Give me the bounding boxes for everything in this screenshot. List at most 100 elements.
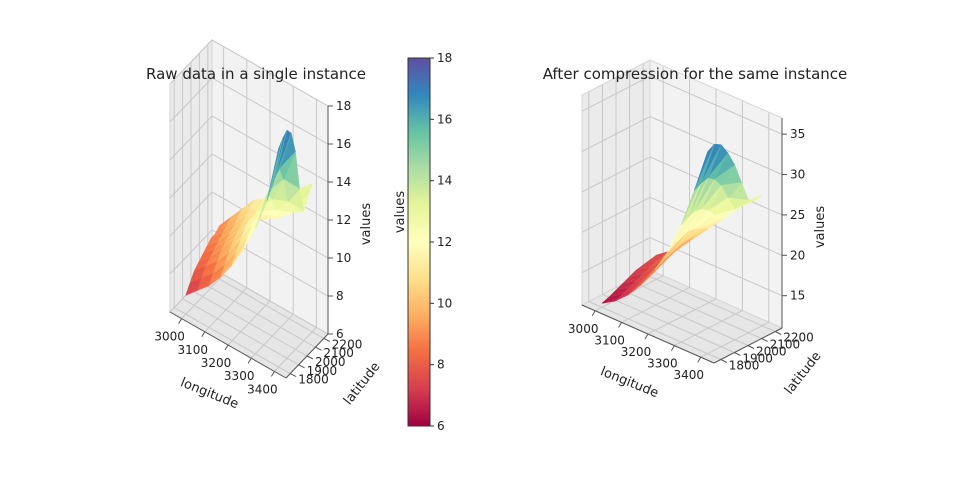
surface-facet (674, 210, 696, 245)
surface-facet (224, 240, 241, 266)
surface-facet (707, 153, 729, 180)
surface-facet (214, 216, 232, 235)
z-gridline (581, 196, 783, 256)
surface-facet (668, 230, 689, 256)
surface-facet (700, 144, 722, 184)
surface-facet (267, 179, 285, 200)
y-tick-label: 2000 (756, 345, 787, 359)
z-tick-label: 12 (336, 213, 351, 227)
surface-facet (283, 178, 301, 203)
surface-facet (694, 178, 716, 212)
y-tick-mark (306, 355, 314, 360)
colorbar-tick-label: 12 (437, 235, 452, 249)
x-tick-label: 3300 (224, 369, 255, 383)
surface-facet (232, 220, 250, 242)
surface-facet (218, 224, 235, 243)
surface-facet (212, 252, 230, 274)
surface-facet (694, 144, 715, 191)
surface-facet (275, 133, 292, 177)
surface-facet (243, 216, 260, 249)
surface-facet (193, 257, 211, 272)
surface-facet (189, 266, 207, 284)
y-tick-mark (323, 337, 331, 342)
surface-facet (201, 261, 218, 279)
surface-facet (615, 281, 636, 291)
surface-facet (217, 240, 234, 262)
surface-facet (674, 228, 696, 250)
y-tick-label: 1900 (307, 364, 338, 378)
z-axis-label: values (813, 206, 828, 249)
surface-facet (688, 227, 709, 239)
surface-facet (226, 208, 243, 226)
z-gridline (169, 39, 329, 107)
surface-facet (667, 217, 689, 252)
colorbar-tick-label: 6 (437, 419, 445, 433)
surface-facet (209, 241, 227, 259)
x-tick-label: 3000 (154, 330, 185, 344)
colorbar-tick-label: 16 (437, 112, 452, 126)
surface-facet (680, 182, 702, 226)
y-tick-mark (720, 359, 728, 363)
z-gridline (581, 115, 783, 175)
colorbar-label: values (393, 191, 408, 234)
y-axis-label: latitude (782, 349, 825, 398)
z-tick-label: 35 (790, 127, 805, 141)
surface-facet (661, 243, 683, 265)
surface-facet (635, 267, 656, 282)
surface-facet (701, 185, 722, 211)
surface-facet (233, 207, 251, 226)
z-tick-label: 10 (336, 251, 351, 265)
surface-facet (687, 177, 709, 218)
x-tick-label: 3300 (647, 357, 678, 371)
surface-facet (213, 232, 231, 251)
surface-facet (601, 294, 623, 304)
colorbar-strip (407, 57, 431, 427)
surface-facet (271, 199, 289, 211)
surface-facet (206, 233, 223, 247)
surface-facet (615, 287, 636, 302)
x-tick-mark (644, 333, 649, 340)
surface-facet (721, 182, 743, 199)
surface-facet (621, 280, 643, 296)
surface-facet (249, 198, 266, 209)
surface-facet (240, 212, 257, 241)
x-tick-mark (670, 345, 675, 351)
z-tick-label: 16 (336, 137, 351, 151)
surface-facet (642, 260, 663, 276)
surface-facet (649, 250, 670, 261)
surface-facet (661, 237, 682, 263)
surface-facet (635, 261, 657, 271)
surface-facet (275, 209, 294, 218)
z-axis-label: values (359, 203, 374, 246)
y-tick-label: 1800 (298, 373, 329, 387)
y-tick-mark (761, 338, 768, 342)
y-tick-mark (774, 331, 782, 335)
plot-title: Raw data in a single instance (146, 65, 366, 83)
z-gridline (169, 191, 329, 259)
surface-facet (228, 228, 246, 254)
surface-facet (202, 241, 219, 256)
y-tick-label: 2000 (315, 355, 346, 369)
surface-facet (198, 249, 215, 264)
z-tick-label: 14 (336, 175, 351, 189)
surface-facet (197, 273, 214, 291)
surface-facet (229, 216, 247, 234)
y-tick-label: 2100 (323, 346, 354, 360)
y-tick-mark (734, 352, 741, 356)
surface-facet (185, 278, 202, 296)
x-tick-label: 3400 (674, 368, 705, 382)
surface-facet (654, 243, 676, 271)
surface-facet (263, 214, 281, 219)
y-tick-label: 1900 (742, 352, 773, 366)
z-gridline (169, 229, 329, 297)
surface-facet (608, 288, 629, 298)
surface-facet (707, 197, 729, 216)
x-tick-label: 3200 (621, 345, 652, 359)
colorbar-tick-label: 8 (437, 358, 445, 372)
x-tick-mark (270, 371, 275, 377)
surface-facet (231, 236, 249, 265)
surface-facet (279, 151, 296, 181)
x-tick-label: 3000 (568, 322, 599, 336)
